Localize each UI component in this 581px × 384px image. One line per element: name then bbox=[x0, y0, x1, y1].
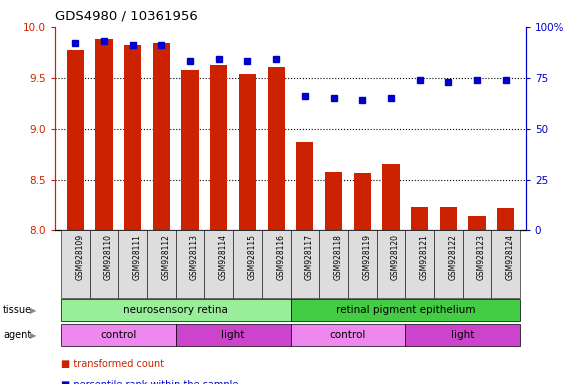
Bar bbox=[406, 324, 520, 346]
Text: GSM928114: GSM928114 bbox=[219, 234, 228, 280]
Bar bbox=[181, 70, 199, 230]
Bar bbox=[67, 50, 84, 230]
Text: GSM928115: GSM928115 bbox=[248, 234, 256, 280]
Bar bbox=[354, 174, 371, 230]
Bar bbox=[61, 324, 175, 346]
Bar bbox=[406, 230, 434, 298]
Text: GSM928123: GSM928123 bbox=[477, 234, 486, 280]
Bar bbox=[376, 230, 406, 298]
Text: control: control bbox=[329, 330, 366, 340]
Bar bbox=[119, 230, 147, 298]
Text: GSM928121: GSM928121 bbox=[419, 234, 429, 280]
Bar bbox=[382, 164, 400, 230]
Bar bbox=[290, 230, 319, 298]
Text: control: control bbox=[100, 330, 137, 340]
Text: GSM928112: GSM928112 bbox=[162, 234, 170, 280]
Bar bbox=[468, 216, 486, 230]
Text: GSM928120: GSM928120 bbox=[391, 234, 400, 280]
Bar bbox=[290, 324, 406, 346]
Bar bbox=[95, 39, 113, 230]
Text: ▶: ▶ bbox=[30, 306, 37, 314]
Bar bbox=[124, 45, 141, 230]
Bar bbox=[205, 230, 233, 298]
Bar bbox=[319, 230, 348, 298]
Text: GSM928109: GSM928109 bbox=[76, 234, 84, 280]
Text: agent: agent bbox=[3, 330, 31, 340]
Bar bbox=[434, 230, 462, 298]
Bar bbox=[239, 74, 256, 230]
Text: GSM928110: GSM928110 bbox=[104, 234, 113, 280]
Bar bbox=[492, 230, 520, 298]
Bar bbox=[325, 172, 342, 230]
Text: GSM928116: GSM928116 bbox=[276, 234, 285, 280]
Bar bbox=[267, 66, 285, 230]
Bar bbox=[147, 230, 175, 298]
Text: neurosensory retina: neurosensory retina bbox=[123, 305, 228, 315]
Bar bbox=[89, 230, 119, 298]
Text: GSM928113: GSM928113 bbox=[190, 234, 199, 280]
Text: light: light bbox=[221, 330, 245, 340]
Bar bbox=[175, 324, 290, 346]
Text: GSM928122: GSM928122 bbox=[449, 234, 457, 280]
Bar bbox=[61, 230, 89, 298]
Bar bbox=[348, 230, 376, 298]
Bar bbox=[153, 43, 170, 230]
Text: GSM928118: GSM928118 bbox=[333, 234, 343, 280]
Bar bbox=[462, 230, 492, 298]
Text: GDS4980 / 10361956: GDS4980 / 10361956 bbox=[55, 10, 198, 23]
Text: ▶: ▶ bbox=[30, 331, 37, 339]
Bar bbox=[290, 299, 520, 321]
Bar bbox=[175, 230, 205, 298]
Text: GSM928111: GSM928111 bbox=[132, 234, 142, 280]
Bar bbox=[262, 230, 290, 298]
Bar bbox=[233, 230, 262, 298]
Text: ■ transformed count: ■ transformed count bbox=[61, 359, 164, 369]
Bar bbox=[61, 299, 290, 321]
Bar bbox=[411, 207, 428, 230]
Bar bbox=[296, 142, 314, 230]
Text: light: light bbox=[451, 330, 474, 340]
Text: tissue: tissue bbox=[3, 305, 32, 315]
Bar bbox=[210, 65, 227, 230]
Text: GSM928124: GSM928124 bbox=[505, 234, 515, 280]
Text: GSM928119: GSM928119 bbox=[362, 234, 371, 280]
Bar bbox=[440, 207, 457, 230]
Text: ■ percentile rank within the sample: ■ percentile rank within the sample bbox=[61, 380, 238, 384]
Text: retinal pigment epithelium: retinal pigment epithelium bbox=[336, 305, 475, 315]
Bar bbox=[497, 208, 514, 230]
Text: GSM928117: GSM928117 bbox=[305, 234, 314, 280]
